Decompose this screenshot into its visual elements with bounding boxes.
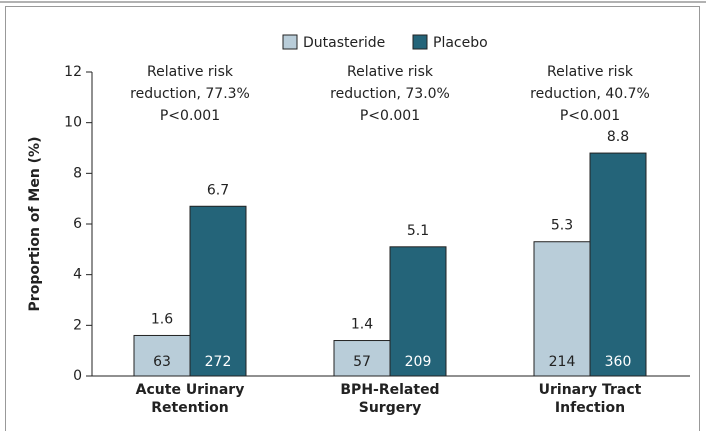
value-label: 1.4 — [351, 317, 373, 333]
annotation: Relative risk — [547, 64, 634, 80]
annotation: P<0.001 — [560, 108, 620, 124]
count-label: 272 — [205, 354, 232, 370]
value-label: 1.6 — [151, 311, 173, 327]
value-label: 6.7 — [207, 182, 229, 198]
count-label: 214 — [549, 354, 576, 370]
count-label: 63 — [153, 354, 171, 370]
y-tick-label: 6 — [73, 216, 82, 232]
count-label: 57 — [353, 354, 371, 370]
x-tick-label: BPH-Related Surgery — [340, 382, 440, 416]
bar — [589, 152, 647, 377]
frame — [5, 6, 700, 431]
legend-label: Dutasteride — [303, 35, 385, 51]
y-axis-label: Proportion of Men (%) — [27, 137, 43, 312]
annotation: Relative risk — [347, 64, 434, 80]
y-tick-label: 10 — [64, 115, 82, 131]
annotation: reduction, 73.0% — [330, 86, 450, 102]
legend-label: Placebo — [433, 35, 488, 51]
y-tick-label: 0 — [73, 368, 82, 384]
y-tick-label: 2 — [73, 317, 82, 333]
value-label: 5.3 — [551, 218, 573, 234]
value-label: 8.8 — [607, 129, 629, 145]
value-label: 5.1 — [407, 223, 429, 239]
x-tick-label: Urinary Tract Infection — [538, 382, 642, 416]
annotation: P<0.001 — [360, 108, 420, 124]
legend-swatch — [412, 34, 428, 50]
y-tick-label: 12 — [64, 64, 82, 80]
annotation: reduction, 40.7% — [530, 86, 650, 102]
annotation: reduction, 77.3% — [130, 86, 250, 102]
count-label: 209 — [405, 354, 432, 370]
annotation: Relative risk — [147, 64, 234, 80]
y-tick-label: 4 — [73, 267, 82, 283]
bar — [533, 241, 591, 377]
annotation: P<0.001 — [160, 108, 220, 124]
bar — [133, 334, 191, 377]
x-tick-label: Acute Urinary Retention — [135, 382, 245, 416]
bar — [189, 205, 247, 377]
y-tick-label: 8 — [73, 165, 82, 181]
bar — [333, 340, 391, 377]
bar — [389, 246, 447, 377]
legend-swatch — [282, 34, 298, 50]
count-label: 360 — [605, 354, 632, 370]
